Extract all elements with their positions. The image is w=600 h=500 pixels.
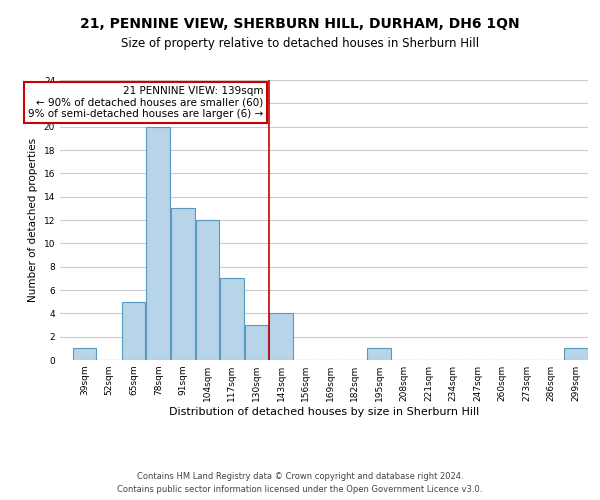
Bar — [146, 126, 170, 360]
Bar — [196, 220, 219, 360]
Bar — [73, 348, 97, 360]
Bar — [245, 325, 268, 360]
Bar — [367, 348, 391, 360]
Text: Contains public sector information licensed under the Open Government Licence v3: Contains public sector information licen… — [118, 485, 482, 494]
Bar — [171, 208, 194, 360]
Bar — [269, 314, 293, 360]
Bar — [220, 278, 244, 360]
Text: 21, PENNINE VIEW, SHERBURN HILL, DURHAM, DH6 1QN: 21, PENNINE VIEW, SHERBURN HILL, DURHAM,… — [80, 18, 520, 32]
Text: 21 PENNINE VIEW: 139sqm
← 90% of detached houses are smaller (60)
9% of semi-det: 21 PENNINE VIEW: 139sqm ← 90% of detache… — [28, 86, 263, 119]
Text: Contains HM Land Registry data © Crown copyright and database right 2024.: Contains HM Land Registry data © Crown c… — [137, 472, 463, 481]
Text: Size of property relative to detached houses in Sherburn Hill: Size of property relative to detached ho… — [121, 38, 479, 51]
X-axis label: Distribution of detached houses by size in Sherburn Hill: Distribution of detached houses by size … — [169, 407, 479, 417]
Bar — [122, 302, 145, 360]
Y-axis label: Number of detached properties: Number of detached properties — [28, 138, 38, 302]
Bar — [564, 348, 587, 360]
